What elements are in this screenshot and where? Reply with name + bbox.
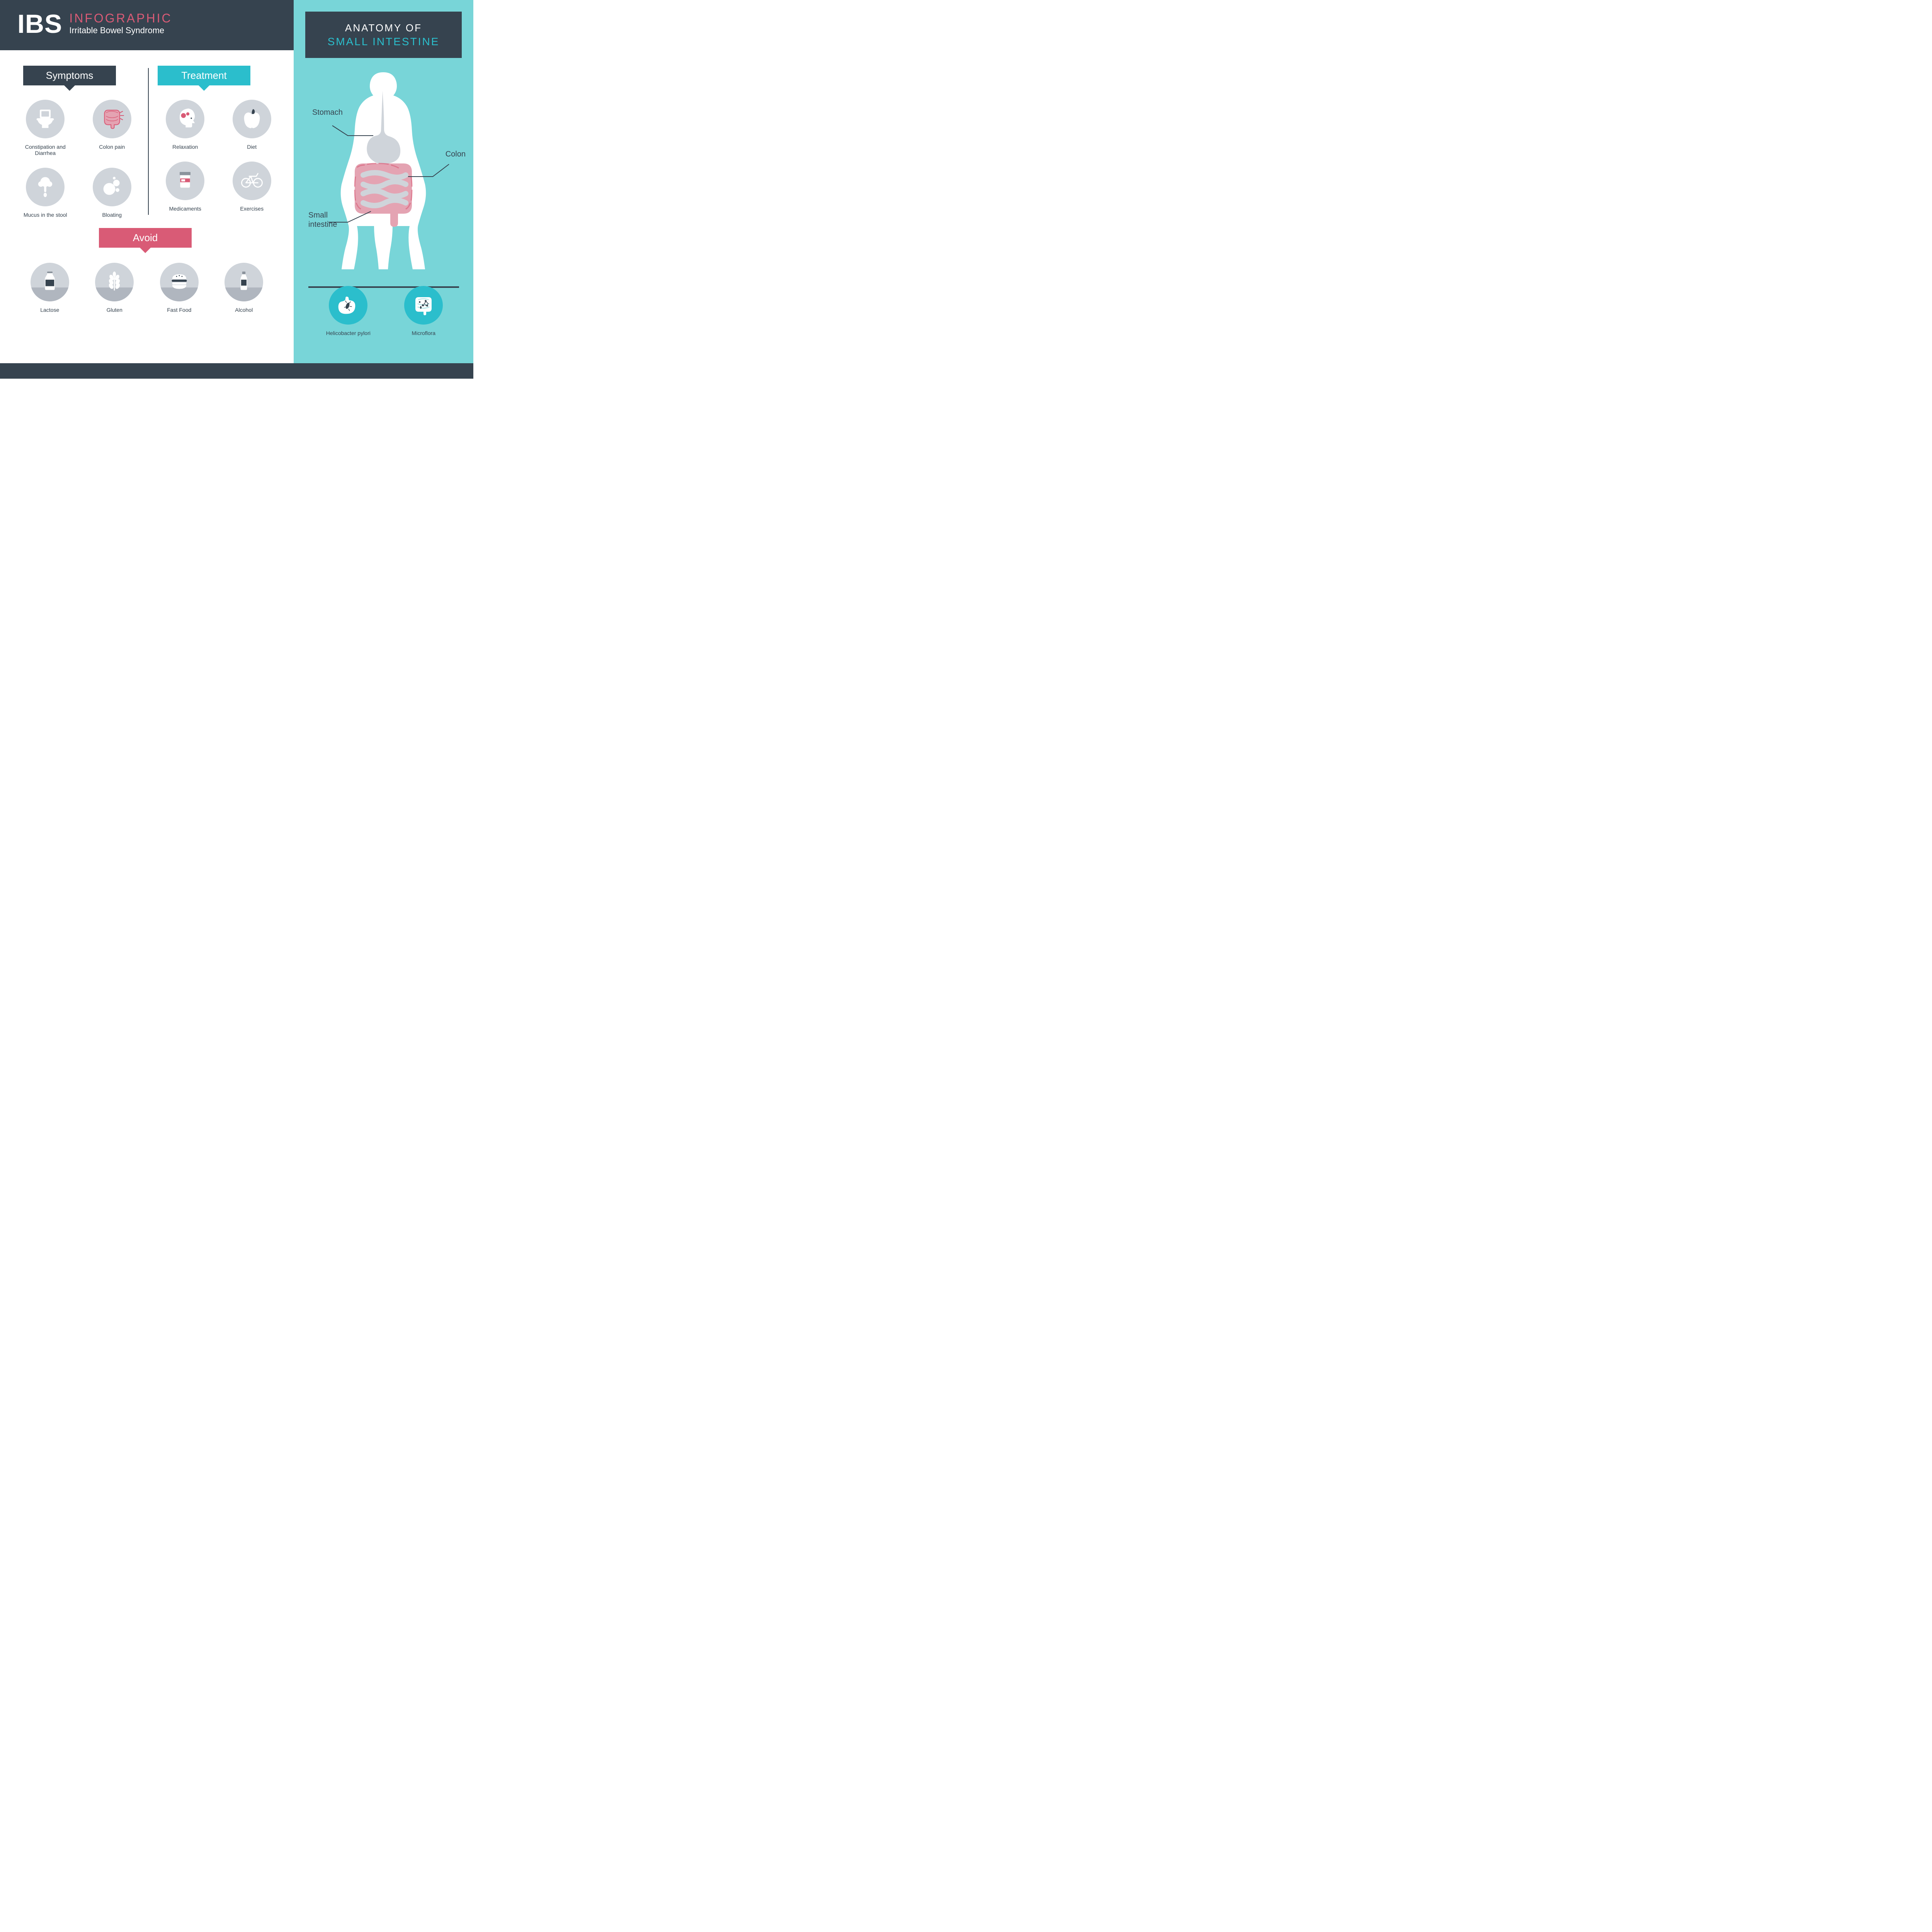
item-toilet: Constipation and Diarrhea (18, 100, 73, 156)
item-pills: Medicaments (158, 162, 213, 212)
avoid-grid: Lactose Gluten Fast Food Alcohol (23, 263, 270, 313)
treatment-grid: Relaxation Diet Medicaments Exercises (158, 100, 279, 212)
bubbles-icon (93, 168, 131, 206)
stomach-bacteria-icon (329, 286, 367, 325)
milk-icon (31, 263, 69, 301)
toilet-icon (26, 100, 65, 138)
anatomy-panel: ANATOMY OF SMALL INTESTINE (294, 0, 473, 363)
anatomy-item-label: Helicobacter pylori (326, 330, 371, 336)
anatomy-item-stomach-bacteria: Helicobacter pylori (326, 286, 371, 336)
wheat-icon (95, 263, 134, 301)
item-label: Exercises (240, 206, 264, 212)
symptoms-tag: Symptoms (23, 66, 116, 85)
item-bicycle: Exercises (224, 162, 280, 212)
item-label: Constipation and Diarrhea (18, 144, 73, 156)
item-label: Alcohol (235, 307, 253, 313)
item-colon: Colon pain (85, 100, 140, 156)
anatomy-body (305, 68, 462, 276)
item-label: Medicaments (169, 206, 201, 212)
header-subtitle: Irritable Bowel Syndrome (69, 25, 172, 36)
treatment-tag: Treatment (158, 66, 250, 85)
item-head-gears: Relaxation (158, 100, 213, 150)
burger-icon (160, 263, 199, 301)
item-label: Mucus in the stool (24, 212, 67, 218)
apple-icon (233, 100, 271, 138)
anatomy-item-label: Microflora (412, 330, 435, 336)
bottom-bar (0, 363, 473, 379)
header-abbr: IBS (17, 11, 62, 37)
intestine-bacteria-icon (404, 286, 443, 325)
anatomy-bottom-icons: Helicobacter pylori Microflora (309, 286, 460, 336)
pills-icon (166, 162, 204, 200)
symptoms-grid: Constipation and Diarrhea Colon pain Muc… (18, 100, 139, 218)
bicycle-icon (233, 162, 271, 200)
anatomy-title-box: ANATOMY OF SMALL INTESTINE (305, 12, 462, 58)
vertical-divider (148, 68, 149, 215)
item-label: Gluten (107, 307, 122, 313)
anatomy-item-intestine-bacteria: Microflora (404, 286, 443, 336)
item-bubbles: Bloating (85, 168, 140, 218)
item-apple: Diet (224, 100, 280, 150)
item-label: Bloating (102, 212, 122, 218)
item-label: Relaxation (172, 144, 198, 150)
anatomy-title-1: ANATOMY OF (345, 22, 422, 34)
item-wheat: Gluten (88, 263, 141, 313)
anatomy-title-2: SMALL INTESTINE (328, 36, 440, 48)
item-milk: Lactose (23, 263, 77, 313)
label-small-intestine: Smallintestine (308, 211, 337, 229)
item-mucus: Mucus in the stool (18, 168, 73, 218)
item-burger: Fast Food (153, 263, 206, 313)
head-gears-icon (166, 100, 204, 138)
item-label: Diet (247, 144, 257, 150)
header: IBS INFOGRAPHIC Irritable Bowel Syndrome (0, 0, 294, 50)
colon-icon (93, 100, 131, 138)
mucus-icon (26, 168, 65, 206)
header-title: INFOGRAPHIC (69, 12, 172, 25)
item-bottle: Alcohol (218, 263, 271, 313)
item-label: Fast Food (167, 307, 191, 313)
bottle-icon (224, 263, 263, 301)
label-stomach: Stomach (312, 108, 343, 117)
item-label: Colon pain (99, 144, 125, 150)
avoid-tag: Avoid (99, 228, 192, 248)
item-label: Lactose (40, 307, 59, 313)
label-colon: Colon (446, 150, 466, 159)
